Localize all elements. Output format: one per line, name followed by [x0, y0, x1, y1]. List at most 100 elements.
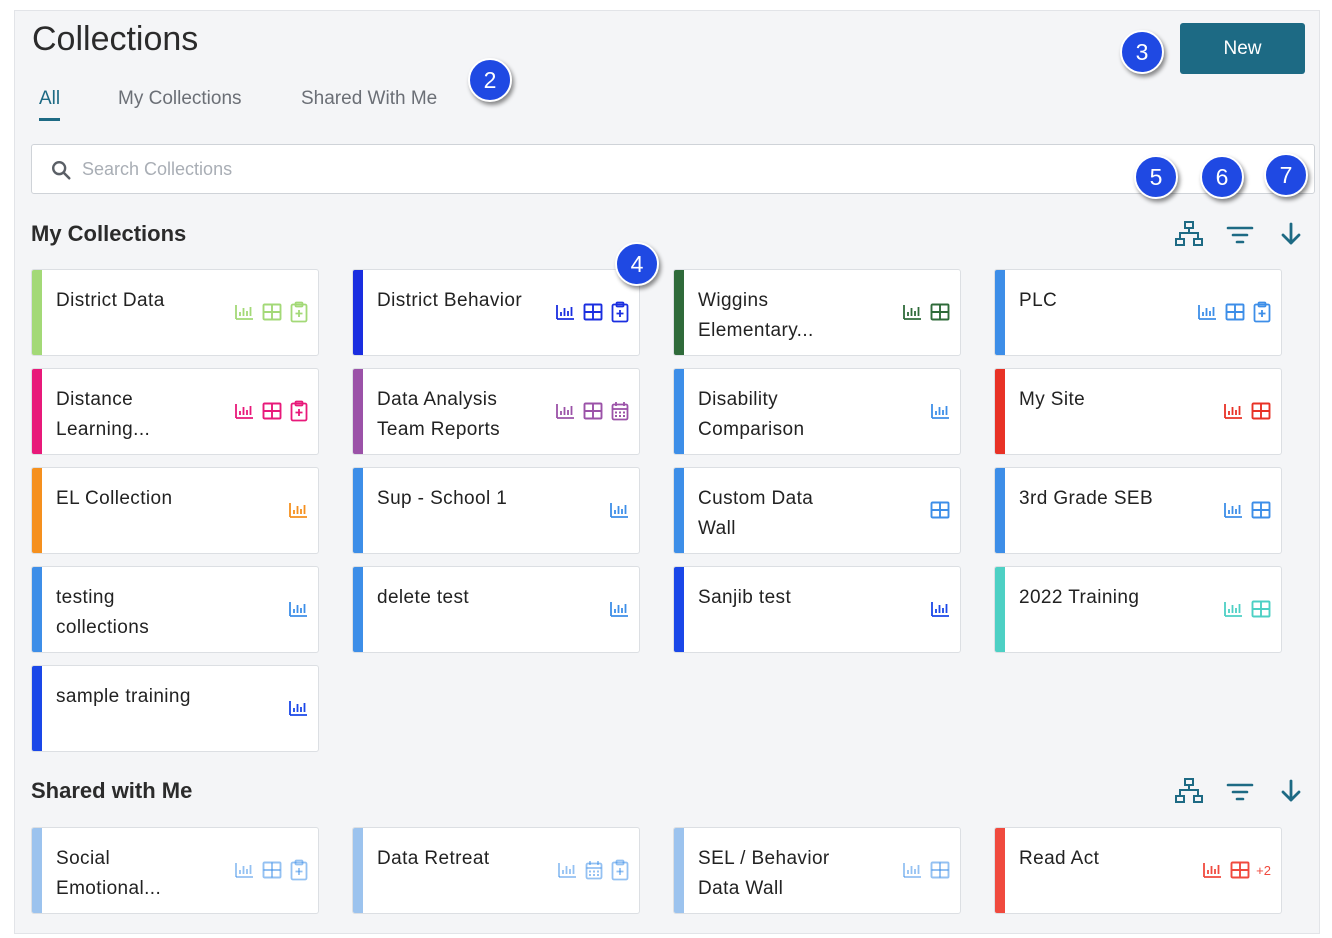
search-icon [52, 161, 71, 180]
collection-type-icons [1223, 399, 1271, 423]
table-grid-icon [1251, 501, 1271, 519]
annotation-badge: 5 [1134, 155, 1178, 199]
collection-type-icons [234, 300, 308, 324]
collection-type-icons [288, 597, 308, 621]
bar-chart-icon [609, 501, 629, 519]
card-color-bar [353, 567, 363, 652]
collection-card[interactable]: My Site [994, 368, 1282, 455]
collection-card[interactable]: Sup - School 1 [352, 467, 640, 554]
search-bar [31, 144, 1315, 194]
collection-card[interactable]: Data Analysis Team Reports [352, 368, 640, 455]
bar-chart-icon [1202, 861, 1222, 879]
bar-chart-icon [902, 303, 922, 321]
collection-type-icons [557, 858, 629, 882]
table-grid-icon [262, 303, 282, 321]
card-color-bar [32, 567, 42, 652]
collection-name: Distance Learning... [56, 389, 151, 440]
collection-name: 2022 Training [1019, 587, 1140, 608]
collection-card[interactable]: District Data [31, 269, 319, 356]
collection-name: PLC [1019, 290, 1058, 311]
table-grid-icon [1251, 600, 1271, 618]
annotation-badge: 7 [1264, 153, 1308, 197]
sort-down-icon[interactable] [1276, 219, 1306, 249]
clipboard-plus-icon [611, 859, 629, 881]
bar-chart-icon [288, 501, 308, 519]
bar-chart-icon [234, 861, 254, 879]
card-color-bar [32, 828, 42, 913]
table-grid-icon [930, 303, 950, 321]
card-color-bar [674, 270, 684, 355]
annotation-badge: 6 [1200, 155, 1244, 199]
tab-all[interactable]: All [39, 88, 61, 121]
bar-chart-icon [288, 699, 308, 717]
bar-chart-icon [1223, 402, 1243, 420]
collection-card[interactable]: Wiggins Elementary... [673, 269, 961, 356]
collection-card[interactable]: PLC [994, 269, 1282, 356]
new-collection-button[interactable]: New [1180, 23, 1305, 74]
collection-type-icons [555, 300, 629, 324]
page-title: Collections [32, 20, 199, 58]
collection-type-icons [1223, 597, 1271, 621]
card-color-bar [674, 468, 684, 553]
collection-card[interactable]: sample training [31, 665, 319, 752]
collection-card[interactable]: SEL / Behavior Data Wall [673, 827, 961, 914]
table-grid-icon [1230, 861, 1250, 879]
collection-card[interactable]: 3rd Grade SEB [994, 467, 1282, 554]
collection-name: Custom Data Wall [698, 488, 814, 539]
collection-name: District Behavior [377, 290, 523, 311]
clipboard-plus-icon [290, 400, 308, 422]
card-color-bar [674, 369, 684, 454]
filter-icon[interactable] [1225, 777, 1255, 807]
card-color-bar [353, 828, 363, 913]
collection-card[interactable]: Sanjib test [673, 566, 961, 653]
bar-chart-icon [234, 402, 254, 420]
card-color-bar [674, 828, 684, 913]
card-color-bar [995, 567, 1005, 652]
collection-name: testing collections [56, 587, 150, 638]
collection-type-icons [930, 597, 950, 621]
section-title-my-collections: My Collections [31, 221, 187, 246]
collection-card[interactable]: 2022 Training [994, 566, 1282, 653]
collection-name: Sup - School 1 [377, 488, 508, 509]
card-color-bar [353, 270, 363, 355]
annotation-badge: 2 [468, 58, 512, 102]
card-color-bar [353, 468, 363, 553]
collection-card[interactable]: Data Retreat [352, 827, 640, 914]
bar-chart-icon [555, 303, 575, 321]
collection-name: Data Retreat [377, 848, 490, 869]
collection-card[interactable]: Social Emotional... [31, 827, 319, 914]
card-color-bar [674, 567, 684, 652]
search-input[interactable] [82, 147, 1082, 191]
collection-card[interactable]: Disability Comparison [673, 368, 961, 455]
section-title-shared-with-me: Shared with Me [31, 778, 193, 803]
filter-icon[interactable] [1225, 220, 1255, 250]
bar-chart-icon [1197, 303, 1217, 321]
clipboard-plus-icon [290, 301, 308, 323]
collection-card[interactable]: delete test [352, 566, 640, 653]
tab-shared-with-me[interactable]: Shared With Me [301, 88, 438, 109]
bar-chart-icon [234, 303, 254, 321]
hierarchy-icon[interactable] [1174, 776, 1204, 806]
collection-type-icons [1197, 300, 1271, 324]
collection-card[interactable]: Custom Data Wall [673, 467, 961, 554]
card-color-bar [32, 468, 42, 553]
bar-chart-icon [1223, 600, 1243, 618]
bar-chart-icon [288, 600, 308, 618]
collection-type-icons [902, 858, 950, 882]
collection-card[interactable]: testing collections [31, 566, 319, 653]
tab-my-collections[interactable]: My Collections [118, 88, 242, 109]
collection-name: Sanjib test [698, 587, 792, 608]
collection-card[interactable]: Distance Learning... [31, 368, 319, 455]
collection-card[interactable]: Read Act +2 [994, 827, 1282, 914]
sort-down-icon[interactable] [1276, 776, 1306, 806]
collection-type-icons [609, 597, 629, 621]
collection-name: District Data [56, 290, 165, 311]
collection-name: Data Analysis Team Reports [377, 389, 501, 440]
collection-type-icons [930, 399, 950, 423]
card-color-bar [353, 369, 363, 454]
clipboard-plus-icon [1253, 301, 1271, 323]
collection-card[interactable]: District Behavior [352, 269, 640, 356]
card-color-bar [995, 369, 1005, 454]
collection-card[interactable]: EL Collection [31, 467, 319, 554]
hierarchy-icon[interactable] [1174, 219, 1204, 249]
